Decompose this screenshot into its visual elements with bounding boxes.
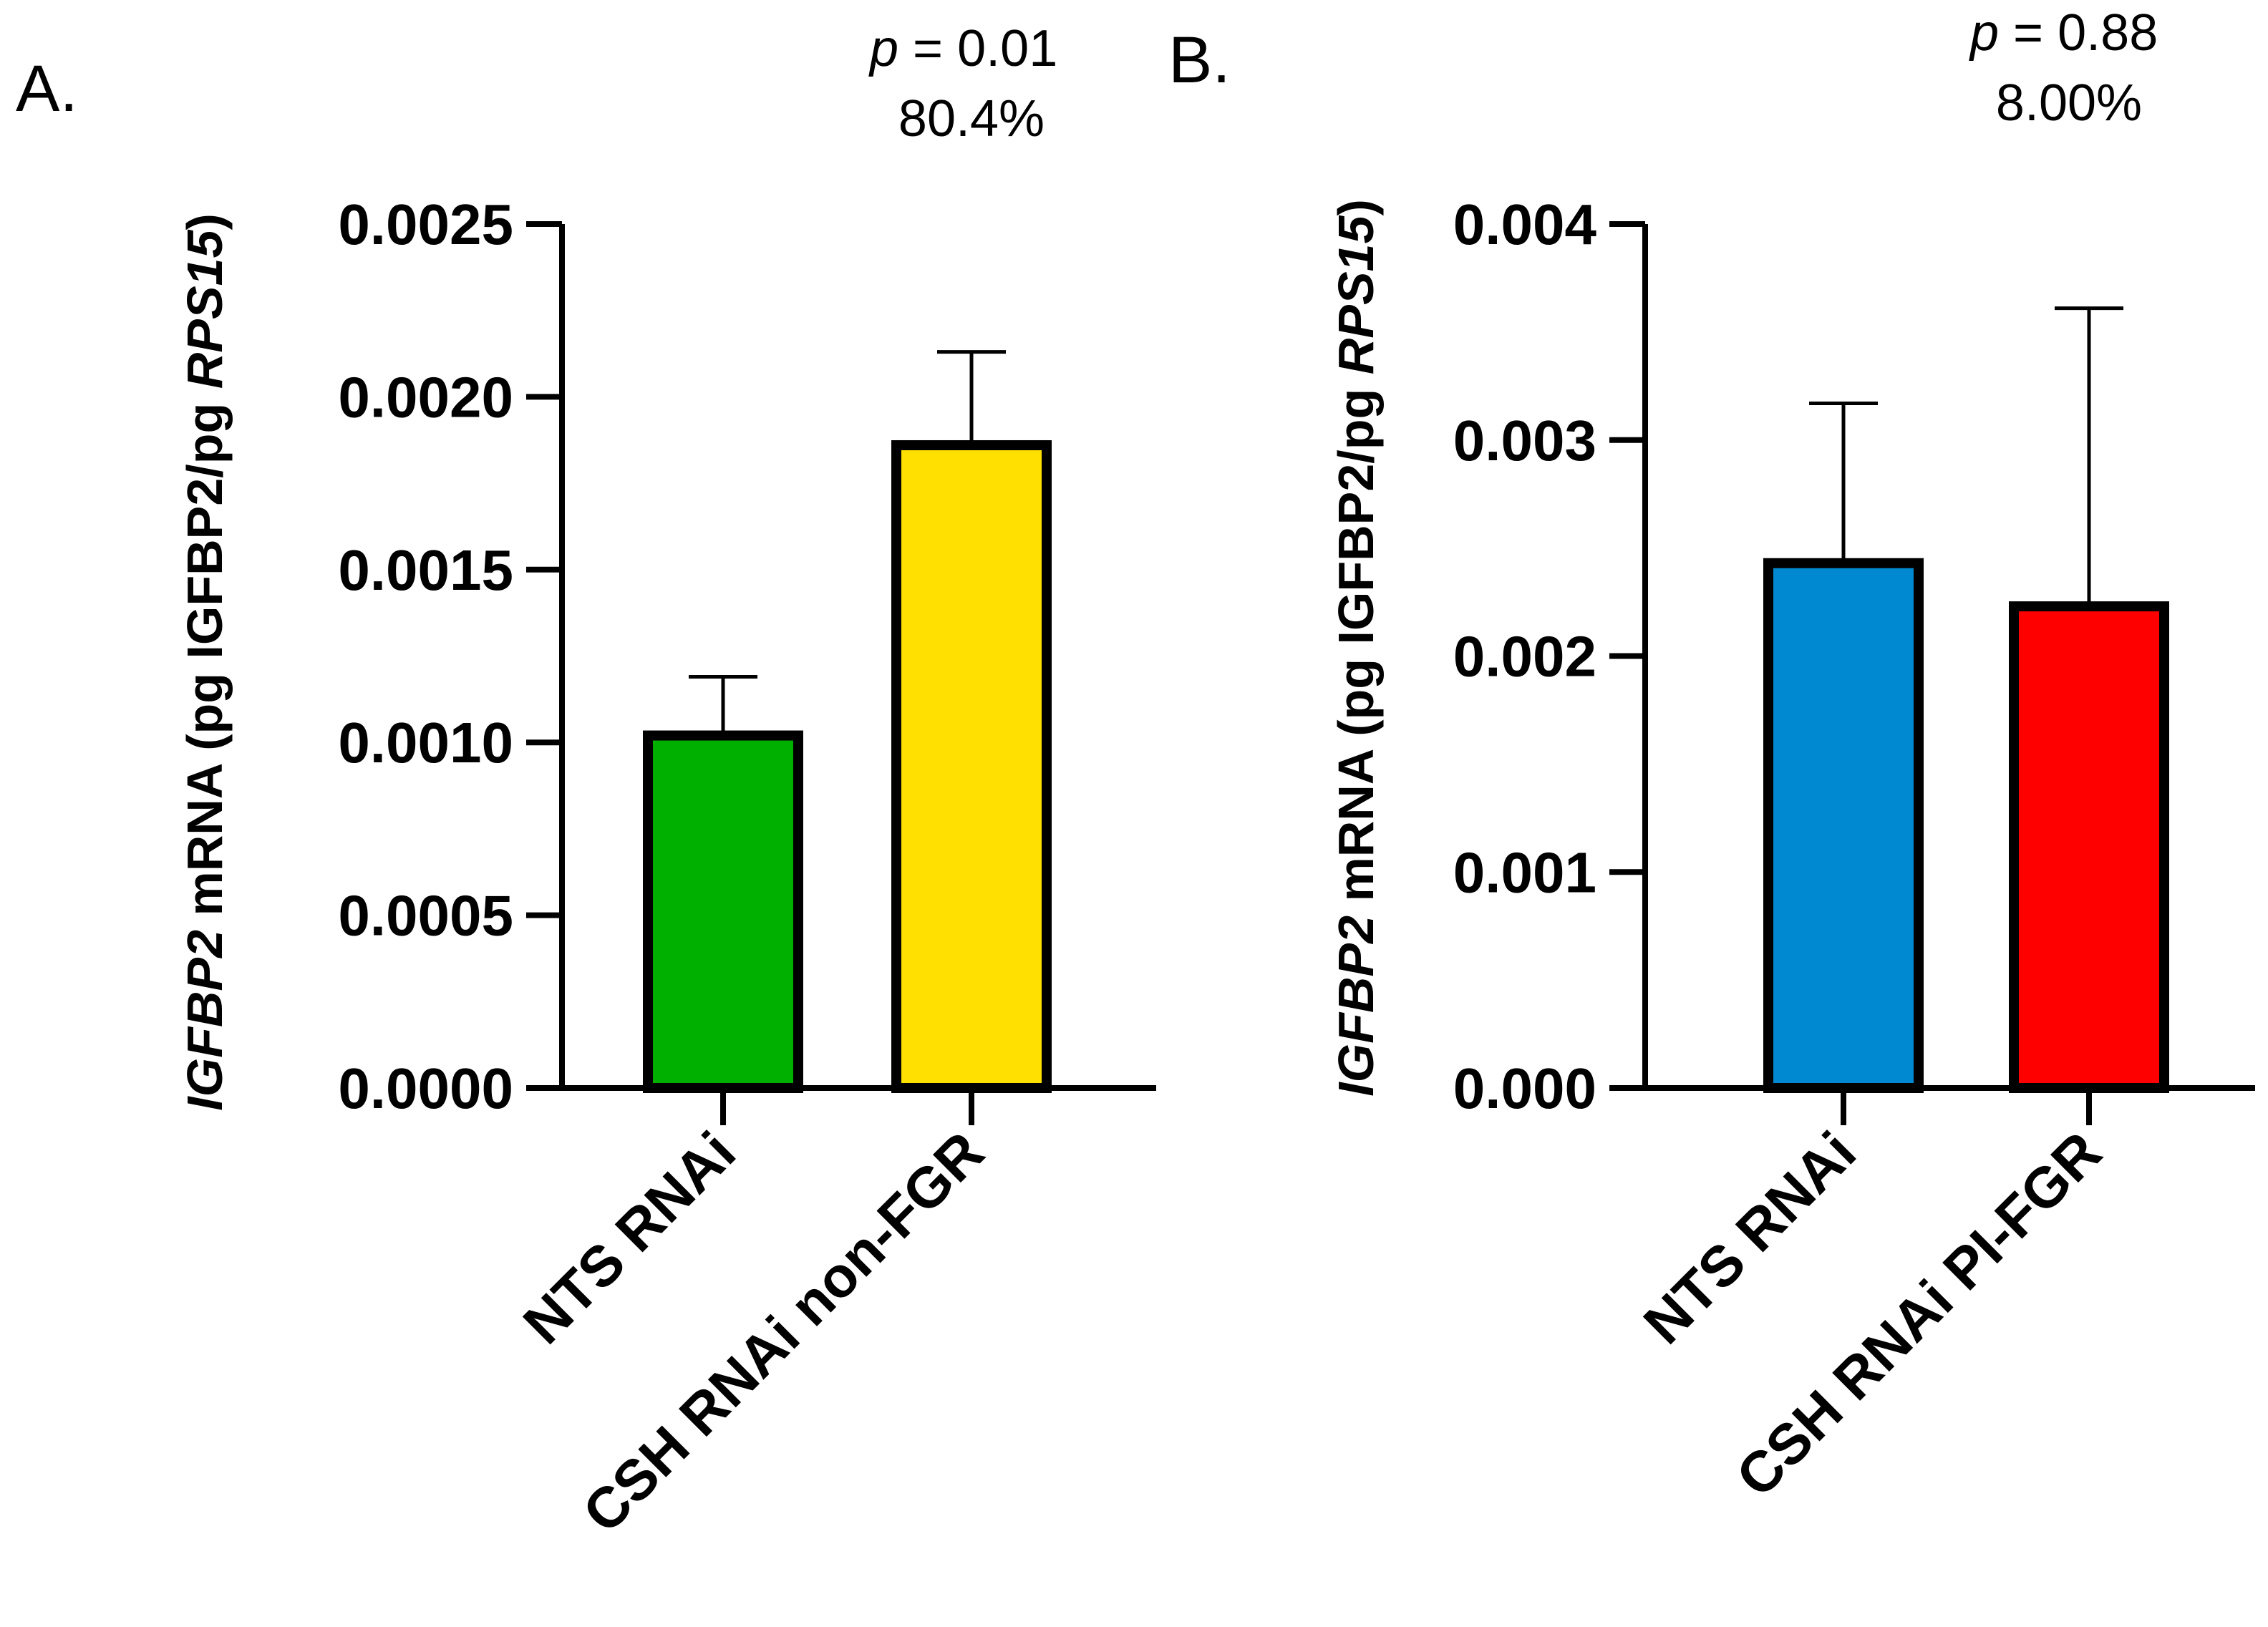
panel-b-p-value: p = 0.88 [1969, 4, 2158, 62]
panel-b-y-tick-label: 0.001 [1453, 840, 1596, 904]
panel-b-letter: B. [1168, 24, 1231, 97]
panel-b-y-axis-title: IGFBP2 mRNA (pg IGFBP2/pg RPS15) [1328, 199, 1384, 1097]
panel-b-bar [1763, 558, 1924, 1093]
panel-a-y-tick-label: 0.0005 [338, 884, 513, 948]
panel-b-category-label: NTS RNAi [1632, 1120, 1868, 1356]
panel-b-y-title-ref: RPS15 [1328, 215, 1384, 374]
panel-a-category-label: NTS RNAi [511, 1120, 747, 1356]
panel-b-p-number: = 0.88 [1999, 4, 2158, 62]
panel-a-y-title-ref: RPS15 [177, 229, 233, 389]
panel-a-plot: 0.0000 0.0005 0.0010 0.0015 0.0020 0.0025 NTS … [338, 193, 1156, 1545]
panel-a-y-tick-label: 0.0020 [338, 365, 513, 429]
panel-b-y-title-end: ) [1328, 199, 1384, 215]
panel-a-p-symbol: p [868, 20, 898, 77]
panel-a-p-number: = 0.01 [898, 20, 1057, 77]
panel-a-y-tick-label: 0.0015 [338, 538, 513, 602]
panel-b-y-tick-label: 0.004 [1453, 193, 1597, 256]
panel-a-letter: A. [16, 52, 78, 125]
panel-a-y-title-end: ) [177, 213, 233, 230]
panel-a-bar [891, 439, 1052, 1093]
panel-b-y-title-gene: IGFBP2 [1328, 916, 1384, 1097]
panel-a-category-label: CSH RNAi non-FGR [571, 1120, 996, 1545]
panel-a-y-title-mid: mRNA (pg IGFBP2/pg [177, 389, 233, 930]
panel-a-percent: 80.4% [898, 90, 1045, 147]
panel-a-y-title-gene: IGFBP2 [177, 930, 233, 1111]
panel-b-bar [2009, 601, 2169, 1093]
panel-b-y-tick-label: 0.002 [1453, 625, 1596, 689]
panel-a-y-tick-label: 0.0000 [338, 1057, 513, 1120]
panel-a-bar [643, 730, 803, 1093]
panel-b-percent: 8.00% [1996, 74, 2142, 132]
panel-b-y-title-mid: mRNA (pg IGFBP2/pg [1328, 374, 1384, 916]
panel-a-y-tick-label: 0.0025 [338, 193, 513, 256]
panel-b-y-tick-label: 0.003 [1453, 409, 1596, 472]
panel-b-p-symbol: p [1969, 4, 1999, 62]
panel-a-y-tick-label: 0.0010 [338, 711, 513, 774]
panel-a-y-axis-title: IGFBP2 mRNA (pg IGFBP2/pg RPS15) [177, 213, 233, 1111]
panel-a-p-value: p = 0.01 [868, 20, 1057, 77]
panel-b-y-tick-label: 0.000 [1453, 1057, 1596, 1120]
